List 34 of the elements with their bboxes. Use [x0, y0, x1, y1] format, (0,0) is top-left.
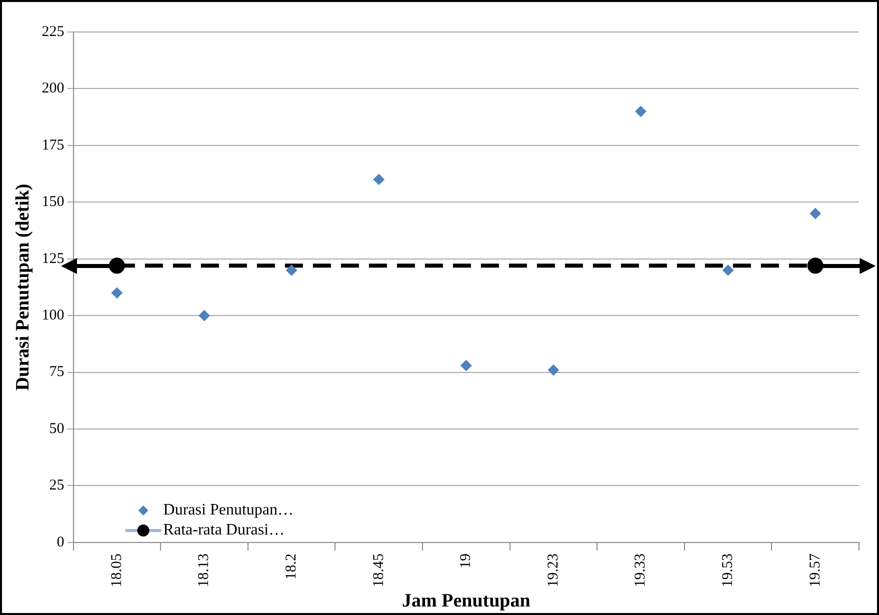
- y-tick-label: 100: [42, 308, 64, 324]
- point: [198, 310, 210, 322]
- x-tick-label: 19.57: [807, 552, 824, 588]
- x-tick-label: 19.23: [545, 553, 562, 588]
- point: [810, 208, 821, 219]
- y-tick-label: 125: [42, 250, 64, 267]
- x-tick-label: 18.2: [283, 553, 300, 580]
- y-tick-label: 225: [42, 24, 64, 40]
- y-tick-label: 75: [49, 364, 64, 380]
- point: [722, 264, 734, 276]
- x-axis-title: Jam Penutupan: [402, 590, 531, 612]
- y-tick-label: 50: [49, 420, 64, 437]
- x-tick-label: 18.13: [196, 553, 212, 588]
- x-tick-label: 19: [458, 553, 474, 568]
- y-tick-label: 200: [42, 80, 64, 97]
- point: [635, 106, 646, 117]
- point: [286, 264, 298, 276]
- y-tick-label: 25: [49, 478, 64, 494]
- point: [108, 258, 125, 274]
- legend-label: Rata-rata Durasi…: [163, 522, 285, 539]
- legend-label: Durasi Penutupan…: [163, 502, 294, 519]
- point: [807, 258, 824, 274]
- point: [373, 174, 384, 185]
- point: [111, 287, 122, 298]
- y-tick-label: 150: [42, 194, 64, 210]
- x-tick-label: 19.33: [632, 553, 649, 588]
- y-axis-title: Durasi Penutupan (detik): [12, 184, 34, 391]
- point: [460, 360, 472, 371]
- x-tick-label: 19.53: [720, 553, 736, 588]
- x-tick-label: 18.45: [370, 553, 387, 588]
- y-tick-label: 0: [56, 534, 64, 550]
- y-tick-label: 175: [42, 137, 64, 154]
- point: [548, 364, 559, 376]
- x-tick-label: 18.05: [108, 553, 125, 588]
